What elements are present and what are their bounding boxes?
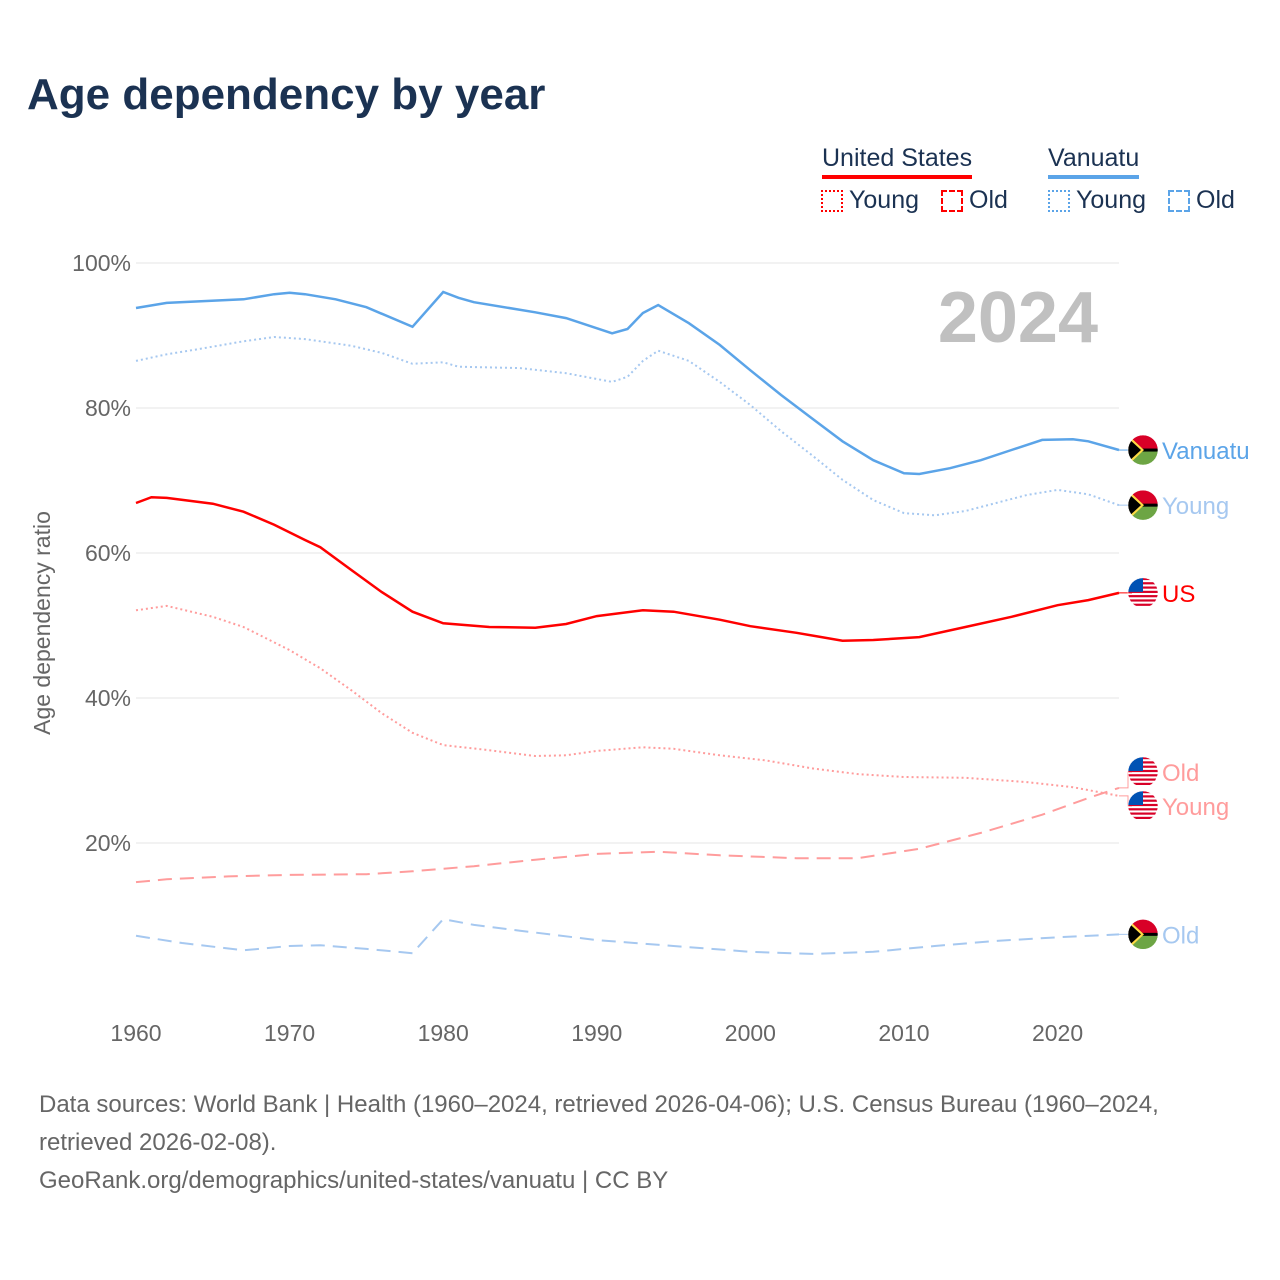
series-line-vu-old[interactable] bbox=[135, 918, 1120, 955]
series-line-us-old[interactable] bbox=[135, 786, 1120, 884]
flag-outline bbox=[1127, 919, 1159, 950]
dotted-swatch-icon bbox=[1048, 189, 1070, 212]
vanuatu-flag-icon bbox=[1128, 435, 1158, 466]
series-label: Vanuatu bbox=[1162, 438, 1250, 465]
flag-outline bbox=[1127, 790, 1159, 822]
flag-stripe bbox=[1128, 816, 1158, 819]
x-tick-label: 1970 bbox=[264, 1020, 315, 1046]
y-tick-label: 100% bbox=[72, 250, 131, 276]
series-label: Old bbox=[1162, 760, 1199, 787]
legend-vu-old[interactable]: Old bbox=[1168, 186, 1235, 215]
series-label: Young bbox=[1162, 794, 1229, 821]
year-watermark: 2024 bbox=[938, 278, 1098, 358]
series-end-vu-young: Young bbox=[1119, 489, 1229, 521]
legend-label: Young bbox=[1076, 186, 1146, 214]
flag-outline bbox=[1127, 489, 1159, 521]
sources-line-2: retrieved 2026-02-08). bbox=[39, 1129, 277, 1156]
data-sources: Data sources: World Bank | Health (1960–… bbox=[39, 1086, 1159, 1200]
sources-line-1: Data sources: World Bank | Health (1960–… bbox=[39, 1091, 1159, 1118]
legend-label: Old bbox=[969, 186, 1008, 214]
flag-stripe bbox=[1128, 778, 1158, 781]
series-end-us-old: Old bbox=[1119, 756, 1199, 789]
legend-us-young[interactable]: Young bbox=[821, 186, 919, 215]
legend-label: Young bbox=[849, 186, 919, 214]
y-tick-label: 80% bbox=[85, 395, 131, 421]
flag-outline bbox=[1127, 756, 1159, 788]
y-tick-label: 60% bbox=[85, 540, 131, 566]
x-tick-label: 2020 bbox=[1032, 1020, 1083, 1046]
legend-united-states[interactable]: United States bbox=[822, 144, 973, 179]
flag-stripe bbox=[1128, 782, 1158, 785]
series-end-us-young: Young bbox=[1119, 790, 1229, 822]
series-line-us-total[interactable] bbox=[135, 495, 1120, 642]
source-url[interactable]: GeoRank.org/demographics/united-states/v… bbox=[39, 1167, 669, 1194]
series-line-vu-young[interactable] bbox=[135, 335, 1120, 517]
flag-stripe bbox=[1128, 808, 1158, 811]
flag-stripe bbox=[1128, 774, 1158, 777]
legend-vanuatu[interactable]: Vanuatu bbox=[1048, 144, 1140, 179]
y-axis-label: Age dependency ratio bbox=[29, 511, 55, 735]
flag-stripe bbox=[1128, 599, 1158, 602]
series-end-us-total: US bbox=[1119, 577, 1195, 609]
dashed-swatch-icon bbox=[1168, 189, 1190, 212]
flag-triangle bbox=[1128, 438, 1141, 463]
flag-outline bbox=[1127, 577, 1159, 609]
series-end-vu-total: Vanuatu bbox=[1119, 434, 1250, 466]
legend-us-old[interactable]: Old bbox=[941, 186, 1008, 215]
dashed-swatch-icon bbox=[941, 189, 963, 212]
x-tick-label: 1980 bbox=[418, 1020, 469, 1046]
chart-title: Age dependency by year bbox=[27, 70, 546, 119]
x-tick-label: 1990 bbox=[571, 1020, 622, 1046]
x-tick-label: 2000 bbox=[725, 1020, 776, 1046]
flag-stripe bbox=[1128, 603, 1158, 606]
vanuatu-flag-icon bbox=[1128, 919, 1158, 950]
y-tick-label: 40% bbox=[85, 685, 131, 711]
x-tick-label: 1960 bbox=[110, 1020, 161, 1046]
dotted-swatch-icon bbox=[821, 189, 843, 212]
series-label: Old bbox=[1162, 922, 1199, 949]
vanuatu-flag-icon bbox=[1128, 490, 1158, 521]
series-end-vu-old: Old bbox=[1119, 919, 1199, 950]
flag-triangle bbox=[1128, 493, 1141, 518]
flag-outline bbox=[1127, 434, 1159, 466]
flag-stripe bbox=[1128, 812, 1158, 815]
flag-triangle bbox=[1128, 922, 1141, 947]
series-label: US bbox=[1162, 581, 1195, 608]
series-line-vu-total[interactable] bbox=[135, 290, 1120, 476]
legend-vu-young[interactable]: Young bbox=[1048, 186, 1146, 215]
legend-label: Old bbox=[1196, 186, 1235, 214]
series-line-us-young[interactable] bbox=[135, 604, 1120, 797]
x-tick-label: 2010 bbox=[878, 1020, 929, 1046]
series-label: Young bbox=[1162, 493, 1229, 520]
y-tick-label: 20% bbox=[85, 830, 131, 856]
flag-stripe bbox=[1128, 595, 1158, 598]
